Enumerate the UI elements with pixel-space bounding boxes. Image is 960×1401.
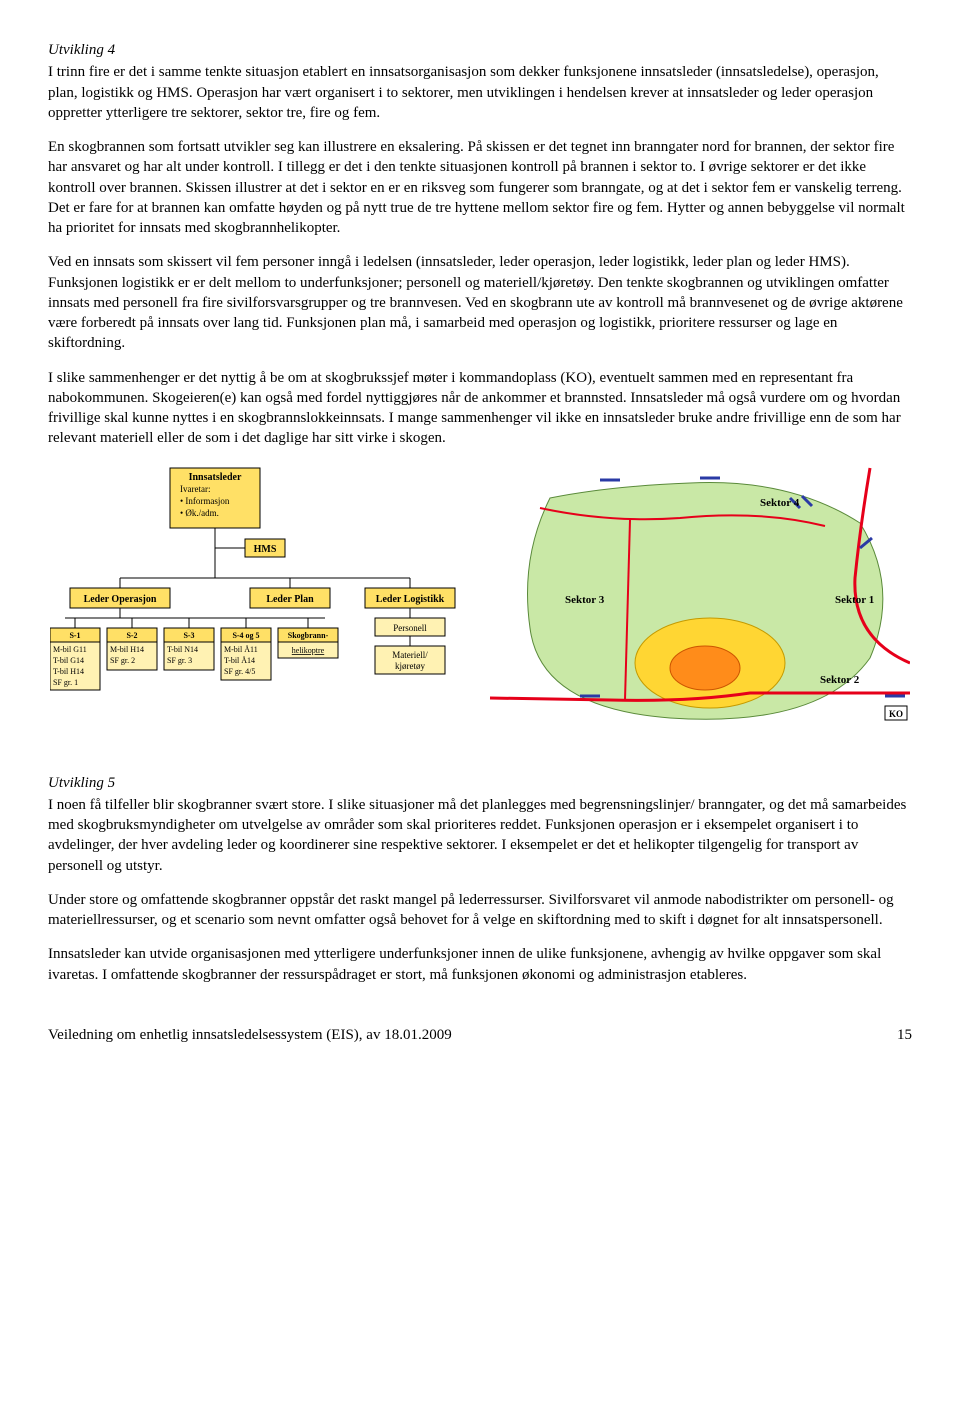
map-ko: KO — [889, 709, 903, 719]
org-u2-h: S-3 — [183, 631, 194, 640]
org-mid-1: Leder Plan — [266, 594, 314, 605]
section-5-title: Utvikling 5 — [48, 773, 912, 793]
org-u0-l0: M-bil G11 — [53, 645, 87, 654]
footer-left: Veiledning om enhetlig innsatsledelsessy… — [48, 1025, 452, 1045]
org-mid-2: Leder Logistikk — [376, 594, 445, 605]
section-5-p3: Innsatsleder kan utvide organisasjonen m… — [48, 944, 912, 985]
svg-text:• Øk./adm.: • Øk./adm. — [180, 508, 219, 518]
section-4-p4: I slike sammenhenger er det nyttig å be … — [48, 368, 912, 449]
section-4-p2: En skogbrannen som fortsatt utvikler seg… — [48, 137, 912, 238]
org-u1-h: S-2 — [126, 631, 137, 640]
org-u0-h: S-1 — [69, 631, 80, 640]
org-u3-l0: M-bil Å11 — [224, 645, 258, 654]
org-map-diagram: Innsatsleder Ivaretar: • Informasjon • Ø… — [50, 463, 910, 743]
org-top-sub: Ivaretar: — [180, 484, 210, 494]
page-footer: Veiledning om enhetlig innsatsledelsessy… — [48, 1025, 912, 1045]
section-5-p2: Under store og omfattende skogbranner op… — [48, 890, 912, 931]
org-u0-l2: T-bil H14 — [53, 667, 84, 676]
section-4-p3: Ved en innsats som skissert vil fem pers… — [48, 252, 912, 353]
map-s4: Sektor 4 — [760, 497, 800, 509]
org-u3-h: S-4 og 5 — [232, 631, 259, 640]
org-u0-l3: SF gr. 1 — [53, 678, 78, 687]
map-s1: Sektor 1 — [835, 594, 874, 606]
footer-page-number: 15 — [897, 1025, 912, 1045]
map-s2: Sektor 2 — [820, 674, 860, 686]
org-u3-l2: SF gr. 4/5 — [224, 667, 255, 676]
org-top-b2: Øk./adm. — [185, 508, 219, 518]
org-u1-l0: M-bil H14 — [110, 645, 144, 654]
org-u2-l0: T-bil N14 — [167, 645, 198, 654]
org-logi-1a: Materiell/ — [392, 650, 428, 660]
org-u4-h: Skogbrann- — [288, 631, 329, 640]
org-u2-l1: SF gr. 3 — [167, 656, 192, 665]
org-logi-0: Personell — [393, 623, 427, 633]
section-5-p1: I noen få tilfeller blir skogbranner svæ… — [48, 795, 912, 876]
org-top-b1: Informasjon — [185, 496, 229, 506]
svg-text:• Informasjon: • Informasjon — [180, 496, 230, 506]
org-logi-1b: kjøretøy — [395, 661, 425, 671]
org-mid-0: Leder Operasjon — [84, 594, 157, 605]
map-s3: Sektor 3 — [565, 594, 605, 606]
org-u3-l1: T-bil Å14 — [224, 656, 255, 665]
org-u0-l1: T-bil G14 — [53, 656, 84, 665]
section-4-p1: I trinn fire er det i samme tenkte situa… — [48, 62, 912, 123]
org-hms: HMS — [254, 544, 277, 555]
org-u4-l0: helikoptre — [292, 646, 325, 655]
org-top-title: Innsatsleder — [189, 472, 242, 483]
section-4-title: Utvikling 4 — [48, 40, 912, 60]
org-u1-l1: SF gr. 2 — [110, 656, 135, 665]
